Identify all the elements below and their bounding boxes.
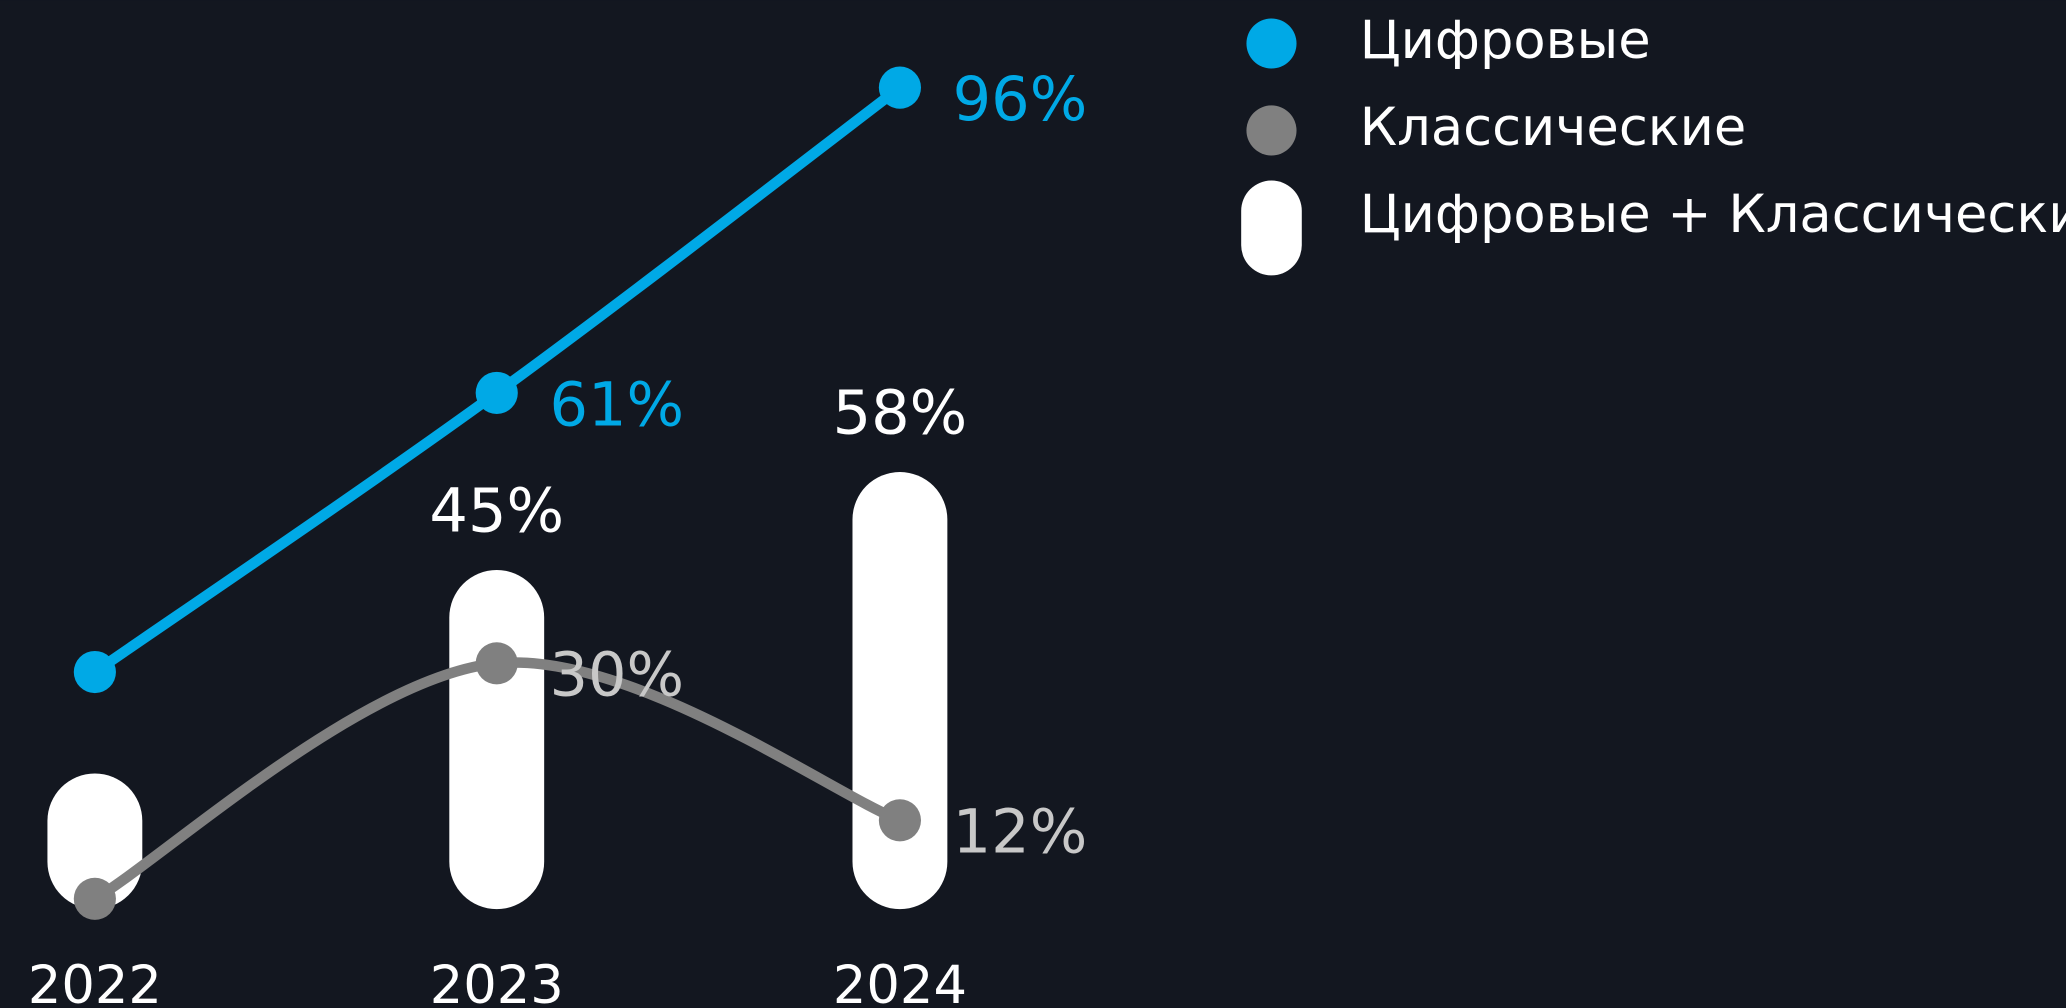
line-point bbox=[73, 877, 116, 920]
line-point bbox=[878, 799, 922, 842]
line-point bbox=[475, 371, 518, 414]
x-tick-label: 2022 bbox=[28, 955, 162, 1008]
line-point bbox=[73, 650, 116, 694]
line-point bbox=[475, 642, 518, 685]
x-tick-label: 2023 bbox=[430, 955, 564, 1008]
line-point bbox=[878, 66, 922, 109]
legend-marker bbox=[1246, 105, 1297, 156]
bar bbox=[852, 472, 948, 910]
bar bbox=[47, 773, 143, 910]
legend-label: Цифровые + Классические bbox=[1360, 184, 2066, 245]
line-value-label: 12% bbox=[953, 798, 1088, 868]
line-value-label: 61% bbox=[549, 370, 684, 440]
line-value-label: 96% bbox=[953, 65, 1088, 135]
bar bbox=[449, 570, 545, 910]
legend-marker bbox=[1246, 18, 1297, 69]
legend-label: Цифровые bbox=[1360, 10, 1651, 71]
legend-marker bbox=[1241, 180, 1302, 276]
bar-value-label: 58% bbox=[833, 378, 968, 448]
line-value-label: 30% bbox=[549, 641, 684, 711]
bar-value-label: 45% bbox=[429, 476, 564, 546]
x-tick-label: 2024 bbox=[833, 955, 967, 1008]
legend-label: Классические bbox=[1360, 97, 1747, 158]
